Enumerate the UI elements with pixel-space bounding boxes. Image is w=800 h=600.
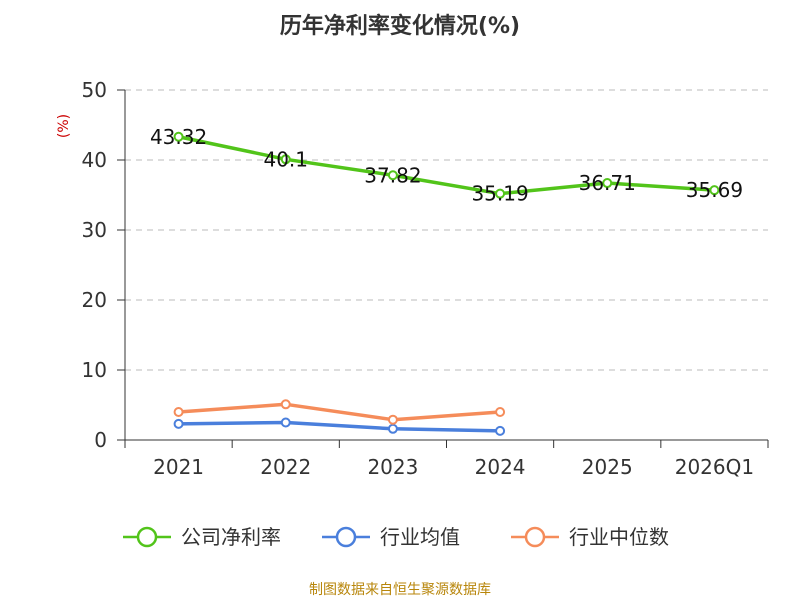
legend-marker	[335, 526, 357, 548]
legend: 公司净利率 行业均值 行业中位数	[123, 525, 669, 549]
data-point	[387, 414, 398, 425]
data-point	[602, 178, 613, 189]
y-tick-label: 20	[82, 288, 107, 312]
y-tick-label: 50	[82, 78, 107, 102]
x-tick-label: 2021	[153, 455, 204, 479]
series-line	[178, 420, 501, 433]
y-axis-ticks: 0 10 20 30 40 50	[82, 78, 107, 452]
data-point	[173, 418, 184, 429]
legend-item-1: 行业均值	[322, 525, 460, 549]
data-label: 35.19	[471, 182, 528, 206]
y-axis-unit: (%)	[56, 114, 72, 138]
legend-item-0: 公司净利率	[123, 525, 281, 549]
series-1	[173, 417, 506, 436]
series-line	[178, 135, 715, 196]
data-point	[173, 131, 184, 142]
data-point	[709, 185, 720, 196]
data-point	[280, 399, 291, 410]
x-tick-label: 2025	[582, 455, 633, 479]
legend-marker	[136, 526, 158, 548]
series-group	[173, 131, 720, 436]
series-0	[173, 131, 720, 199]
data-point	[173, 407, 184, 417]
y-tick-label: 40	[82, 148, 107, 172]
x-axis-ticks: 2021 2022 2023 2024 2025 2026Q1	[153, 455, 754, 479]
data-point	[495, 407, 506, 417]
series-line	[178, 402, 501, 422]
axes	[117, 89, 769, 448]
y-tick-label: 30	[82, 218, 107, 242]
legend-label: 行业均值	[380, 525, 460, 549]
legend-label: 公司净利率	[181, 525, 281, 549]
data-point	[387, 170, 398, 181]
legend-item-2: 行业中位数	[511, 525, 669, 549]
data-point	[280, 417, 291, 428]
x-tick-label: 2022	[260, 455, 311, 479]
data-label: 37.82	[364, 163, 421, 187]
y-tick-label: 10	[82, 358, 107, 382]
legend-marker	[524, 526, 546, 548]
data-point	[387, 423, 398, 434]
data-labels: 43.32 40.1 37.82 35.19 36.71 35.69	[150, 125, 743, 206]
x-tick-label: 2024	[475, 455, 526, 479]
chart-title: 历年净利率变化情况(%)	[280, 13, 520, 39]
data-label: 43.32	[150, 125, 207, 149]
series-2	[173, 399, 506, 425]
data-point	[280, 154, 291, 165]
legend-label: 行业中位数	[569, 525, 669, 549]
x-tick-label: 2026Q1	[675, 455, 754, 479]
x-tick-label: 2023	[367, 455, 418, 479]
data-point	[495, 425, 506, 436]
source-note: 制图数据来自恒生聚源数据库	[309, 582, 491, 598]
data-label: 36.71	[579, 171, 636, 195]
grid-lines	[125, 89, 768, 371]
data-label: 35.69	[686, 178, 743, 202]
y-tick-label: 0	[94, 428, 107, 452]
data-label: 40.1	[263, 147, 308, 171]
data-point	[495, 188, 506, 199]
